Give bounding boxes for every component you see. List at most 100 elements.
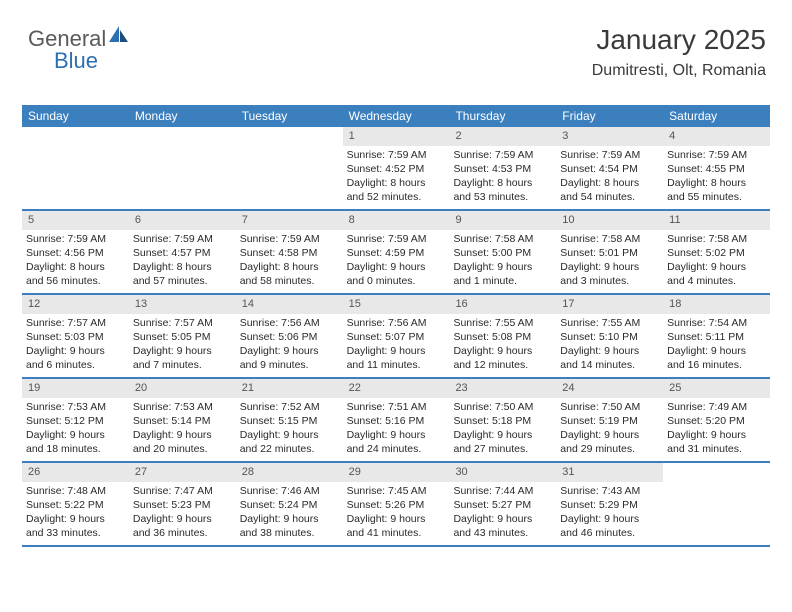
day-content: Sunrise: 7:59 AMSunset: 4:58 PMDaylight:… — [236, 230, 343, 293]
day-cell: 5Sunrise: 7:59 AMSunset: 4:56 PMDaylight… — [22, 211, 129, 293]
day-number: 11 — [663, 211, 770, 230]
day-number: 26 — [22, 463, 129, 482]
day-cell: 26Sunrise: 7:48 AMSunset: 5:22 PMDayligh… — [22, 463, 129, 545]
sunrise-text: Sunrise: 7:58 AM — [560, 232, 659, 246]
day-header-sun: Sunday — [22, 105, 129, 127]
logo-text-blue: Blue — [54, 48, 98, 73]
sunset-text: Sunset: 5:08 PM — [453, 330, 552, 344]
sunset-text: Sunset: 4:54 PM — [560, 162, 659, 176]
sunset-text: Sunset: 5:26 PM — [347, 498, 446, 512]
week-row: 5Sunrise: 7:59 AMSunset: 4:56 PMDaylight… — [22, 211, 770, 295]
sunrise-text: Sunrise: 7:55 AM — [453, 316, 552, 330]
day-content: Sunrise: 7:54 AMSunset: 5:11 PMDaylight:… — [663, 314, 770, 377]
day-number: 30 — [449, 463, 556, 482]
day-content: Sunrise: 7:49 AMSunset: 5:20 PMDaylight:… — [663, 398, 770, 461]
day-number: 3 — [556, 127, 663, 146]
day-cell: 28Sunrise: 7:46 AMSunset: 5:24 PMDayligh… — [236, 463, 343, 545]
day-cell: 17Sunrise: 7:55 AMSunset: 5:10 PMDayligh… — [556, 295, 663, 377]
day-number: 27 — [129, 463, 236, 482]
day-number: 1 — [343, 127, 450, 146]
day-content: Sunrise: 7:52 AMSunset: 5:15 PMDaylight:… — [236, 398, 343, 461]
day-cell: 31Sunrise: 7:43 AMSunset: 5:29 PMDayligh… — [556, 463, 663, 545]
day-cell: 15Sunrise: 7:56 AMSunset: 5:07 PMDayligh… — [343, 295, 450, 377]
location-text: Dumitresti, Olt, Romania — [592, 62, 766, 80]
day-cell: 2Sunrise: 7:59 AMSunset: 4:53 PMDaylight… — [449, 127, 556, 209]
daylight-text: Daylight: 9 hours and 11 minutes. — [347, 344, 446, 372]
day-cell: 1Sunrise: 7:59 AMSunset: 4:52 PMDaylight… — [343, 127, 450, 209]
daylight-text: Daylight: 9 hours and 14 minutes. — [560, 344, 659, 372]
sunset-text: Sunset: 4:56 PM — [26, 246, 125, 260]
sunrise-text: Sunrise: 7:56 AM — [347, 316, 446, 330]
day-number: 19 — [22, 379, 129, 398]
sunset-text: Sunset: 5:20 PM — [667, 414, 766, 428]
day-content: Sunrise: 7:50 AMSunset: 5:18 PMDaylight:… — [449, 398, 556, 461]
daylight-text: Daylight: 9 hours and 29 minutes. — [560, 428, 659, 456]
sunrise-text: Sunrise: 7:57 AM — [133, 316, 232, 330]
day-number: 24 — [556, 379, 663, 398]
daylight-text: Daylight: 9 hours and 43 minutes. — [453, 512, 552, 540]
day-cell: 8Sunrise: 7:59 AMSunset: 4:59 PMDaylight… — [343, 211, 450, 293]
day-number: 18 — [663, 295, 770, 314]
day-cell: 19Sunrise: 7:53 AMSunset: 5:12 PMDayligh… — [22, 379, 129, 461]
sunrise-text: Sunrise: 7:58 AM — [453, 232, 552, 246]
sunset-text: Sunset: 4:57 PM — [133, 246, 232, 260]
day-cell: 24Sunrise: 7:50 AMSunset: 5:19 PMDayligh… — [556, 379, 663, 461]
sunrise-text: Sunrise: 7:48 AM — [26, 484, 125, 498]
day-number: 14 — [236, 295, 343, 314]
day-header-fri: Friday — [556, 105, 663, 127]
day-header-wed: Wednesday — [343, 105, 450, 127]
day-number: 2 — [449, 127, 556, 146]
sunrise-text: Sunrise: 7:55 AM — [560, 316, 659, 330]
day-content: Sunrise: 7:56 AMSunset: 5:07 PMDaylight:… — [343, 314, 450, 377]
logo-text-blue-wrap: Blue — [54, 48, 98, 74]
day-header-sat: Saturday — [663, 105, 770, 127]
day-cell: 4Sunrise: 7:59 AMSunset: 4:55 PMDaylight… — [663, 127, 770, 209]
day-cell: 16Sunrise: 7:55 AMSunset: 5:08 PMDayligh… — [449, 295, 556, 377]
daylight-text: Daylight: 9 hours and 7 minutes. — [133, 344, 232, 372]
daylight-text: Daylight: 9 hours and 36 minutes. — [133, 512, 232, 540]
day-cell: 7Sunrise: 7:59 AMSunset: 4:58 PMDaylight… — [236, 211, 343, 293]
daylight-text: Daylight: 8 hours and 57 minutes. — [133, 260, 232, 288]
day-cell: 9Sunrise: 7:58 AMSunset: 5:00 PMDaylight… — [449, 211, 556, 293]
sunrise-text: Sunrise: 7:54 AM — [667, 316, 766, 330]
daylight-text: Daylight: 9 hours and 22 minutes. — [240, 428, 339, 456]
day-number: 7 — [236, 211, 343, 230]
day-header-row: Sunday Monday Tuesday Wednesday Thursday… — [22, 105, 770, 127]
day-content: Sunrise: 7:58 AMSunset: 5:02 PMDaylight:… — [663, 230, 770, 293]
daylight-text: Daylight: 9 hours and 1 minute. — [453, 260, 552, 288]
day-cell: 13Sunrise: 7:57 AMSunset: 5:05 PMDayligh… — [129, 295, 236, 377]
day-number: 28 — [236, 463, 343, 482]
sunrise-text: Sunrise: 7:58 AM — [667, 232, 766, 246]
day-content: Sunrise: 7:56 AMSunset: 5:06 PMDaylight:… — [236, 314, 343, 377]
day-cell: 11Sunrise: 7:58 AMSunset: 5:02 PMDayligh… — [663, 211, 770, 293]
day-cell: 12Sunrise: 7:57 AMSunset: 5:03 PMDayligh… — [22, 295, 129, 377]
sunset-text: Sunset: 5:01 PM — [560, 246, 659, 260]
day-number: 29 — [343, 463, 450, 482]
day-number — [663, 463, 770, 467]
day-number — [22, 127, 129, 131]
sunset-text: Sunset: 5:22 PM — [26, 498, 125, 512]
day-number: 21 — [236, 379, 343, 398]
sunrise-text: Sunrise: 7:50 AM — [560, 400, 659, 414]
day-number: 8 — [343, 211, 450, 230]
daylight-text: Daylight: 8 hours and 54 minutes. — [560, 176, 659, 204]
day-number: 15 — [343, 295, 450, 314]
daylight-text: Daylight: 9 hours and 16 minutes. — [667, 344, 766, 372]
day-number — [236, 127, 343, 131]
sunset-text: Sunset: 5:10 PM — [560, 330, 659, 344]
daylight-text: Daylight: 9 hours and 18 minutes. — [26, 428, 125, 456]
sunrise-text: Sunrise: 7:57 AM — [26, 316, 125, 330]
sunset-text: Sunset: 5:15 PM — [240, 414, 339, 428]
day-cell: 30Sunrise: 7:44 AMSunset: 5:27 PMDayligh… — [449, 463, 556, 545]
day-content: Sunrise: 7:59 AMSunset: 4:54 PMDaylight:… — [556, 146, 663, 209]
day-number — [129, 127, 236, 131]
day-cell — [236, 127, 343, 209]
day-content: Sunrise: 7:57 AMSunset: 5:05 PMDaylight:… — [129, 314, 236, 377]
day-content: Sunrise: 7:59 AMSunset: 4:59 PMDaylight:… — [343, 230, 450, 293]
sunrise-text: Sunrise: 7:49 AM — [667, 400, 766, 414]
week-row: 12Sunrise: 7:57 AMSunset: 5:03 PMDayligh… — [22, 295, 770, 379]
day-content: Sunrise: 7:51 AMSunset: 5:16 PMDaylight:… — [343, 398, 450, 461]
day-number: 12 — [22, 295, 129, 314]
daylight-text: Daylight: 9 hours and 12 minutes. — [453, 344, 552, 372]
day-number: 5 — [22, 211, 129, 230]
